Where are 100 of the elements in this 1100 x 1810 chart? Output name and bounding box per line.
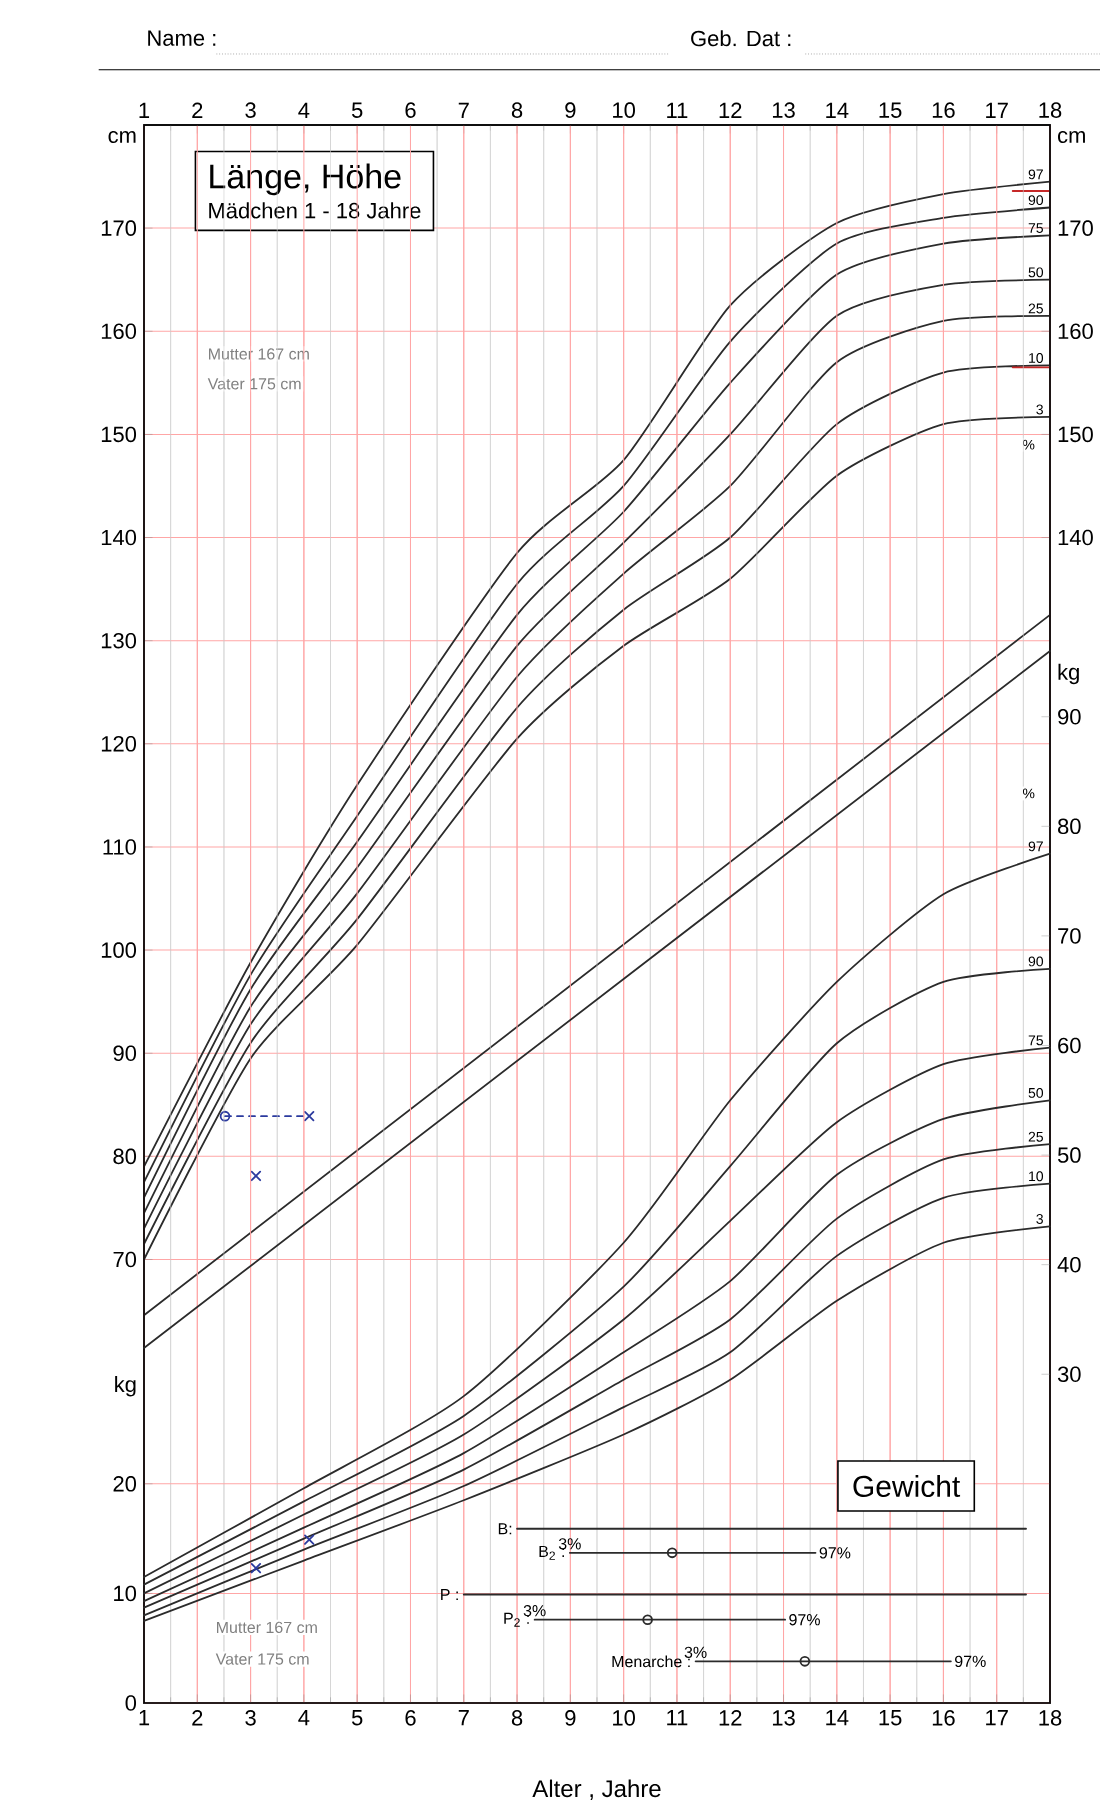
annotation: Mutter 167 cm xyxy=(217,1621,317,1634)
y2-tick-label: 90 xyxy=(1058,708,1081,725)
series-label: 10 xyxy=(1029,1171,1044,1182)
series-label: 25 xyxy=(1028,1131,1043,1142)
x-tick-label: 11 xyxy=(667,102,688,118)
x-tick-label: 12 xyxy=(719,102,742,118)
x-tick-label: 11 xyxy=(667,1710,688,1726)
y-tick-label: 20 xyxy=(113,1476,137,1492)
x-tick-label: 1 xyxy=(139,1710,150,1726)
annotation: 97% xyxy=(955,1655,986,1668)
annotation: % xyxy=(1022,788,1035,799)
y2-axis-title: kg xyxy=(1058,663,1079,685)
x-axis-title: Alter , Jahre xyxy=(532,1779,661,1801)
series-label: 90 xyxy=(1028,956,1044,967)
series-label: 10 xyxy=(1029,353,1044,363)
text: Länge, Höhe xyxy=(210,163,401,196)
x-tick-label: 10 xyxy=(613,1710,635,1726)
x-tick-label: 4 xyxy=(298,1710,310,1726)
series-label: 97 xyxy=(1028,169,1043,180)
series-label: 97 xyxy=(1028,841,1043,852)
y2-tick-label: 50 xyxy=(1057,1147,1081,1163)
x-tick-label: 15 xyxy=(879,102,902,118)
series-label: 50 xyxy=(1028,1087,1044,1098)
series-label: 3 xyxy=(1036,404,1043,415)
x-tick-label: 10 xyxy=(613,102,635,118)
x-tick-label: 13 xyxy=(772,1710,795,1726)
annotation: Vater 175 cm xyxy=(215,1653,309,1665)
x-tick-label: 14 xyxy=(826,102,849,118)
x-tick-label: 13 xyxy=(772,102,795,118)
y-tick-label: 70 xyxy=(113,1251,137,1268)
x-tick-label: 7 xyxy=(458,102,469,118)
y2-tick-label: 30 xyxy=(1057,1366,1081,1383)
x-tick-label: 14 xyxy=(826,1710,849,1726)
y2-tick-label: 160 xyxy=(1058,323,1093,340)
point xyxy=(304,1534,315,1545)
x-tick-label: 15 xyxy=(879,1710,902,1726)
series-label: 25 xyxy=(1028,303,1043,314)
y-tick-label: 150 xyxy=(101,426,137,443)
x-tick-label: 5 xyxy=(351,102,363,118)
y-tick-label: 0 xyxy=(125,1695,137,1711)
y-tick-label: 140 xyxy=(101,529,137,546)
x-tick-label: 9 xyxy=(565,102,576,118)
annotation: % xyxy=(1022,439,1035,450)
y2-tick-label: 70 xyxy=(1058,928,1081,944)
y-axis-title: cm xyxy=(108,130,136,144)
series-label: 75 xyxy=(1028,1035,1043,1046)
annotation: 97% xyxy=(789,1614,820,1626)
series-label: 75 xyxy=(1028,223,1043,233)
point xyxy=(666,1547,678,1559)
y-tick-label: 110 xyxy=(103,839,137,855)
x-tick-label: 8 xyxy=(511,1710,523,1726)
annotation: 97% xyxy=(819,1547,851,1559)
y-tick-label: 170 xyxy=(101,220,137,236)
x-tick-label: 12 xyxy=(719,1710,742,1726)
y-tick-label: 120 xyxy=(101,736,137,752)
series-label: 3 xyxy=(1036,1214,1043,1224)
x-tick-label: 17 xyxy=(986,102,1008,118)
text: Gewicht xyxy=(853,1475,961,1498)
y2-tick-label: 60 xyxy=(1058,1037,1081,1054)
annotation: 3% xyxy=(523,1604,546,1617)
x-tick-label: 1 xyxy=(139,102,150,118)
series-label: 50 xyxy=(1028,267,1044,278)
y2-tick-label: 140 xyxy=(1058,529,1093,546)
x-tick-label: 3 xyxy=(245,102,256,118)
text: Name : xyxy=(148,30,216,46)
y2-tick-label: 150 xyxy=(1058,426,1093,443)
text: Mädchen 1 - 18 Jahre xyxy=(209,202,421,219)
x-tick-label: 8 xyxy=(511,102,523,118)
y-tick-label: 90 xyxy=(113,1045,137,1062)
y2-axis-title: cm xyxy=(1058,130,1085,144)
y2-tick-label: 40 xyxy=(1057,1256,1081,1273)
y2-tick-label: 80 xyxy=(1058,818,1081,835)
point xyxy=(642,1614,653,1626)
series-label: B: xyxy=(498,1523,512,1535)
x-tick-label: 16 xyxy=(932,1710,955,1726)
x-tick-label: 2 xyxy=(192,1710,203,1726)
series-label: P : xyxy=(441,1589,458,1601)
y-tick-label: 130 xyxy=(101,632,137,649)
x-tick-label: 2 xyxy=(192,102,203,118)
y-tick-label: 160 xyxy=(101,323,137,340)
text: Geb. Dat : xyxy=(691,30,791,47)
x-tick-label: 4 xyxy=(298,102,310,118)
x-tick-label: 16 xyxy=(932,102,955,118)
x-tick-label: 6 xyxy=(405,1710,416,1726)
x-tick-label: 7 xyxy=(458,1710,469,1726)
annotation: 3% xyxy=(558,1538,581,1550)
x-tick-label: 17 xyxy=(986,1710,1008,1726)
x-tick-label: 6 xyxy=(405,102,416,118)
x-tick-label: 5 xyxy=(351,1710,363,1726)
y-tick-label: 80 xyxy=(113,1148,137,1165)
x-tick-label: 3 xyxy=(245,1710,256,1726)
x-tick-label: 18 xyxy=(1039,102,1062,118)
y-tick-label: 100 xyxy=(101,942,137,958)
y2-tick-label: 170 xyxy=(1058,220,1093,236)
x-tick-label: 9 xyxy=(565,1710,576,1726)
y-axis-title: kg xyxy=(115,1376,136,1397)
y-tick-label: 10 xyxy=(114,1585,137,1602)
point xyxy=(250,1563,262,1574)
line-series xyxy=(143,852,1051,1578)
x-tick-label: 18 xyxy=(1039,1710,1062,1726)
